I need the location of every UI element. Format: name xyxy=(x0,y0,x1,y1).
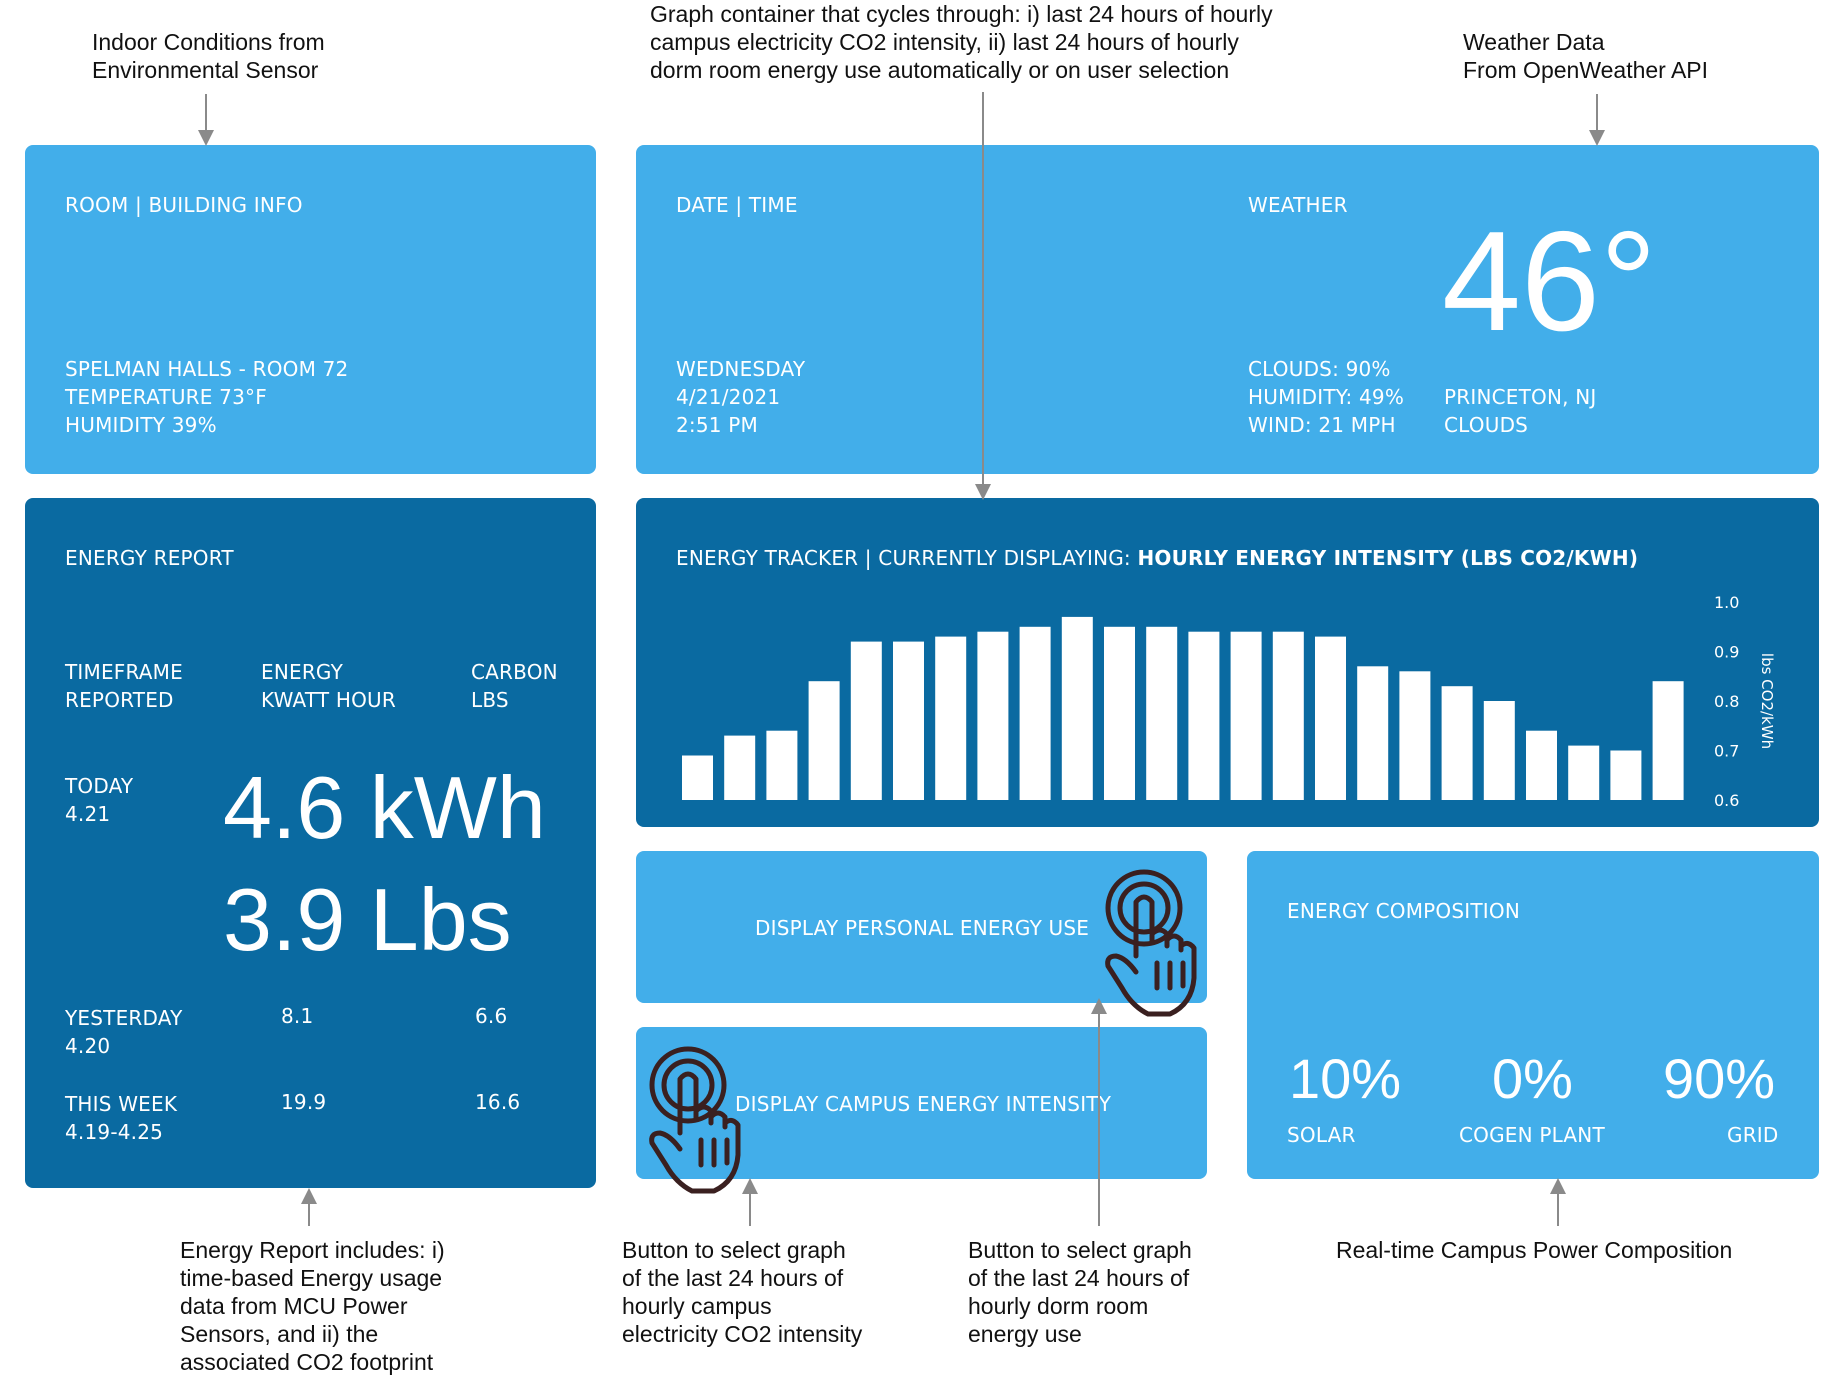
weather-condition: CLOUDS xyxy=(1444,413,1529,437)
room-title: ROOM | BUILDING INFO xyxy=(65,193,303,217)
chart-bar xyxy=(1399,671,1431,800)
chart-bar xyxy=(1483,701,1515,800)
annotation-indoor: Indoor Conditions from Environmental Sen… xyxy=(92,29,325,83)
chart-bar xyxy=(893,641,924,800)
annotation-composition: Real-time Campus Power Composition xyxy=(1336,1237,1733,1263)
hand-pointer-icon xyxy=(1105,869,1197,1017)
annotation-weather: Weather Data From OpenWeather API xyxy=(1463,29,1709,83)
campus-energy-button[interactable]: DISPLAY CAMPUS ENERGY INTENSITY xyxy=(636,1027,1207,1179)
col-energy: ENERGY KWATT HOUR xyxy=(261,660,396,712)
chart-bar xyxy=(1061,616,1093,800)
hand-pointer-icon xyxy=(649,1046,741,1194)
weather-clouds: CLOUDS: 90% xyxy=(1248,357,1391,381)
datetime-day: WEDNESDAY xyxy=(676,357,806,381)
cogen-percent: 0% xyxy=(1492,1047,1573,1110)
chart-bar xyxy=(1652,681,1684,800)
y-tick-label: 0.6 xyxy=(1714,791,1739,810)
annotation-graph: Graph container that cycles through: i) … xyxy=(650,1,1273,83)
yesterday-lbs: 6.6 xyxy=(475,1004,508,1028)
solar-percent: 10% xyxy=(1289,1047,1402,1110)
annotation-campus-button: Button to select graph of the last 24 ho… xyxy=(622,1237,863,1347)
annotation-energy-report: Energy Report includes: i) time-based En… xyxy=(180,1237,445,1375)
y-tick-label: 0.9 xyxy=(1714,643,1739,662)
chart-bar xyxy=(977,631,1009,800)
chart-bar xyxy=(1526,730,1557,800)
chart-bar xyxy=(1315,636,1346,800)
chart-bar xyxy=(724,735,756,800)
energy-report-panel: ENERGY REPORT TIMEFRAME REPORTED ENERGY … xyxy=(25,498,596,1188)
tracker-chart: 1.0 0.9 0.8 0.7 0.6 lbs CO2/kWh xyxy=(682,593,1776,810)
yesterday-label: YESTERDAY 4.20 xyxy=(65,1006,183,1058)
today-kwh: 4.6 kWh xyxy=(223,758,546,857)
chart-bar xyxy=(1441,686,1473,800)
today-lbs: 3.9 Lbs xyxy=(223,870,512,969)
weather-temperature: 46° xyxy=(1442,202,1657,361)
col-timeframe: TIMEFRAME REPORTED xyxy=(65,660,183,712)
week-label: THIS WEEK 4.19-4.25 xyxy=(65,1092,178,1144)
weather-title: WEATHER xyxy=(1248,193,1348,217)
chart-bar xyxy=(1568,745,1600,800)
chart-bar xyxy=(682,755,713,800)
yesterday-kwh: 8.1 xyxy=(281,1004,314,1028)
chart-bar xyxy=(1610,750,1642,800)
chart-bar xyxy=(1188,631,1220,800)
y-tick-label: 0.7 xyxy=(1714,742,1739,761)
grid-label: GRID xyxy=(1727,1123,1779,1147)
personal-energy-button-label: DISPLAY PERSONAL ENERGY USE xyxy=(755,916,1090,940)
y-axis-label: lbs CO2/kWh xyxy=(1758,653,1776,749)
datetime-weather-panel: DATE | TIME WEDNESDAY 4/21/2021 2:51 PM … xyxy=(636,145,1819,474)
energy-composition-panel: ENERGY COMPOSITION 10% SOLAR 0% COGEN PL… xyxy=(1247,851,1819,1179)
grid-percent: 90% xyxy=(1663,1047,1776,1110)
chart-bar xyxy=(850,641,882,800)
chart-bar xyxy=(1019,626,1051,800)
datetime-date: 4/21/2021 xyxy=(676,385,781,409)
y-tick-label: 1.0 xyxy=(1714,593,1739,612)
col-carbon: CARBON LBS xyxy=(471,660,558,712)
solar-label: SOLAR xyxy=(1287,1123,1356,1147)
today-label: TODAY 4.21 xyxy=(65,774,134,826)
weather-wind: WIND: 21 MPH xyxy=(1248,413,1396,437)
room-humidity: HUMIDITY 39% xyxy=(65,413,217,437)
weather-city: PRINCETON, NJ xyxy=(1444,385,1597,409)
datetime-title: DATE | TIME xyxy=(676,193,798,217)
y-tick-label: 0.8 xyxy=(1714,692,1739,711)
room-location: SPELMAN HALLS - ROOM 72 xyxy=(65,357,349,381)
datetime-time: 2:51 PM xyxy=(676,413,758,437)
energy-tracker-panel: ENERGY TRACKER | CURRENTLY DISPLAYING: H… xyxy=(636,498,1819,827)
chart-bar xyxy=(766,730,798,800)
tracker-title: ENERGY TRACKER | CURRENTLY DISPLAYING: H… xyxy=(676,546,1639,570)
chart-bar xyxy=(1230,631,1262,800)
weather-humidity: HUMIDITY: 49% xyxy=(1248,385,1405,409)
cogen-label: COGEN PLANT xyxy=(1459,1123,1605,1147)
energy-report-title: ENERGY REPORT xyxy=(65,546,234,570)
room-panel: ROOM | BUILDING INFO SPELMAN HALLS - ROO… xyxy=(25,145,596,474)
chart-bar xyxy=(935,636,967,800)
chart-bar xyxy=(1272,631,1304,800)
room-temperature: TEMPERATURE 73°F xyxy=(65,385,267,409)
composition-title: ENERGY COMPOSITION xyxy=(1287,899,1520,923)
campus-energy-button-label: DISPLAY CAMPUS ENERGY INTENSITY xyxy=(735,1092,1112,1116)
week-kwh: 19.9 xyxy=(281,1090,327,1114)
chart-bar xyxy=(808,681,840,800)
chart-bar xyxy=(1146,626,1178,800)
week-lbs: 16.6 xyxy=(475,1090,521,1114)
tracker-title-bold: HOURLY ENERGY INTENSITY (LBS CO2/KWH) xyxy=(1137,546,1639,570)
chart-bar xyxy=(1104,626,1135,800)
annotation-dorm-button: Button to select graph of the last 24 ho… xyxy=(968,1237,1192,1347)
chart-bar xyxy=(1357,666,1389,800)
